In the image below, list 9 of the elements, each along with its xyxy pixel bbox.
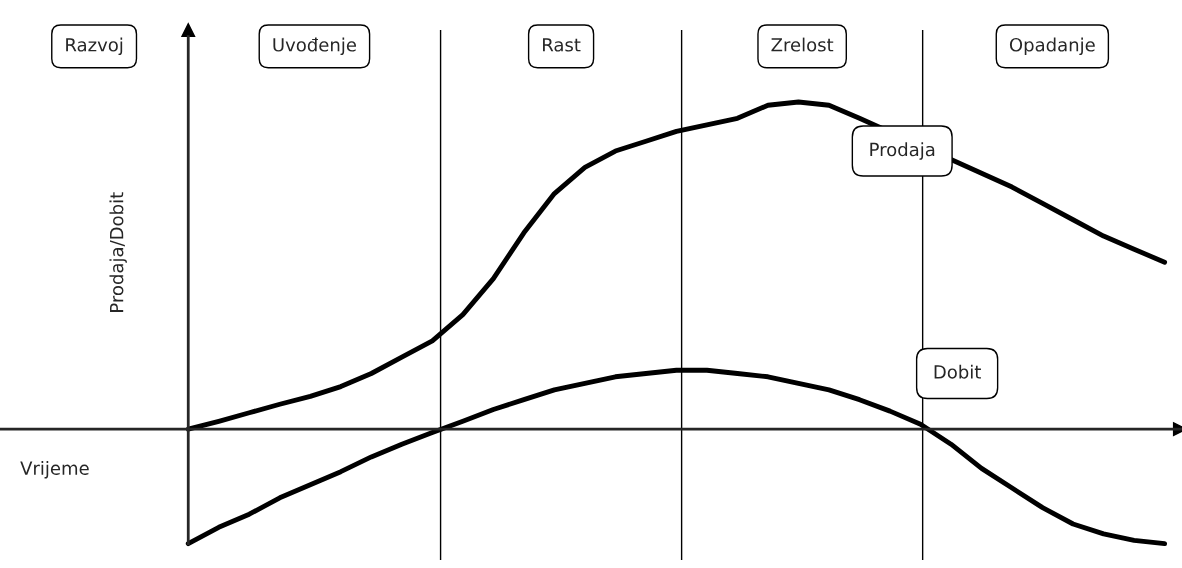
series-label: Prodaja <box>870 142 935 160</box>
text: Opadanje <box>1009 37 1095 56</box>
text: Dobit <box>934 364 981 379</box>
text: Rast <box>543 38 581 52</box>
text: Razvoj <box>66 37 123 56</box>
text: Zrelost <box>771 37 834 52</box>
x-axis-title: Vrijeme <box>20 461 89 479</box>
y-axis-title: Prodaja/Dobit <box>109 192 127 312</box>
text: Uvođenje <box>273 37 356 56</box>
